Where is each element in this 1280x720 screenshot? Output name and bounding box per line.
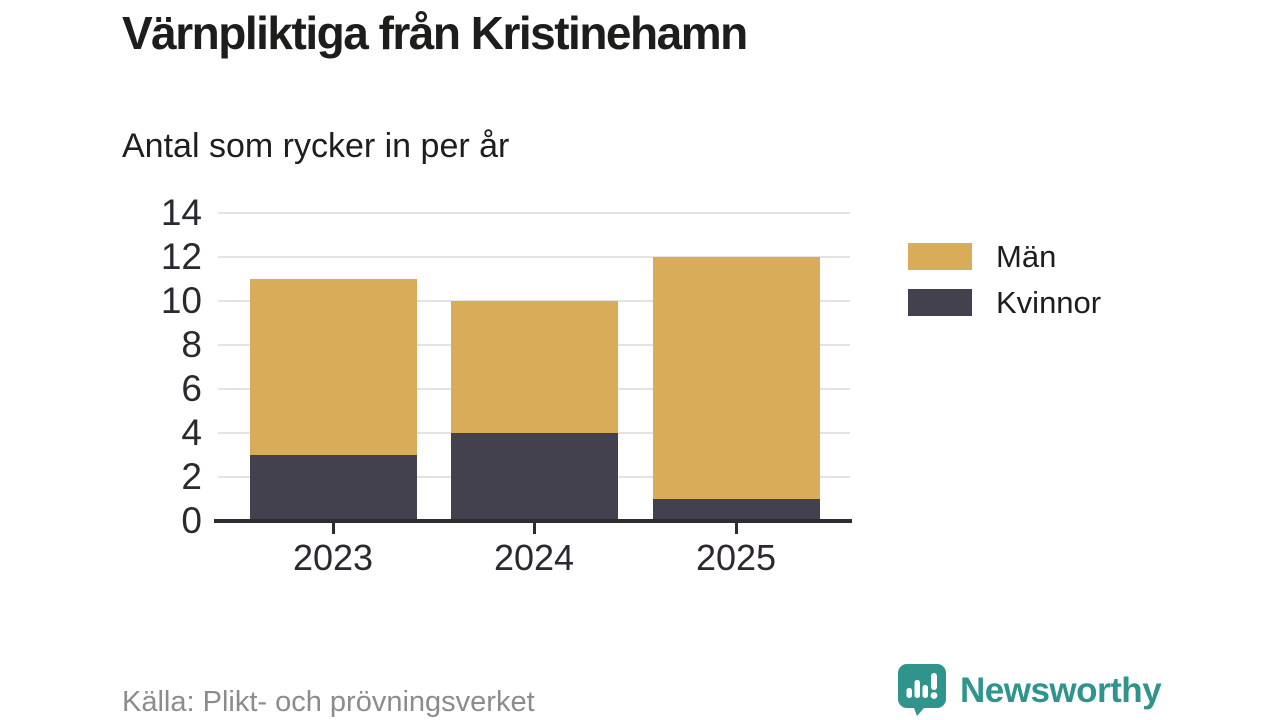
x-axis-tick (734, 523, 738, 534)
bar-segment-2025-Kvinnor (652, 499, 820, 521)
page-title: Värnpliktiga från Kristinehamn (122, 7, 748, 59)
x-axis-tick-label: 2025 (695, 537, 777, 578)
legend-item-Kvinnor: Kvinnor (908, 287, 1101, 318)
legend-swatch (908, 243, 972, 270)
bar-segment-2024-Män (450, 301, 618, 433)
y-axis-tick-label: 12 (160, 235, 202, 277)
x-axis-tick (331, 523, 335, 534)
x-axis-tick (532, 523, 536, 534)
x-axis-tick-label: 2024 (493, 537, 575, 578)
legend-swatch (908, 289, 972, 316)
bar-segment-2023-Kvinnor (249, 455, 417, 521)
x-axis-line (214, 519, 852, 523)
legend-label: Män (996, 239, 1057, 274)
brand-wordmark: Newsworthy (960, 670, 1162, 710)
bar-segment-2024-Kvinnor (450, 433, 618, 521)
y-axis-tick-label: 4 (181, 411, 202, 453)
y-axis-tick-label: 8 (181, 323, 202, 365)
bar-chart-speech-bubble-icon (898, 664, 946, 716)
gridline-y12 (218, 256, 850, 258)
gridline-y14 (218, 212, 850, 214)
bar-segment-2023-Män (249, 279, 417, 455)
y-axis-tick-label: 6 (181, 367, 202, 409)
source-note: Källa: Plikt- och prövningsverket (122, 686, 535, 718)
y-axis-tick-label: 0 (181, 499, 202, 541)
y-axis-tick-label: 10 (160, 279, 202, 321)
y-axis-tick-label: 2 (181, 455, 202, 497)
x-axis-tick-label: 2023 (292, 537, 374, 578)
y-axis-tick-label: 14 (160, 191, 202, 233)
brand-footer: Newsworthy (897, 662, 1162, 718)
legend-item-Män: Män (908, 241, 1056, 272)
legend-label: Kvinnor (996, 285, 1102, 320)
bar-segment-2025-Män (652, 257, 820, 499)
chart-subtitle: Antal som rycker in per år (122, 127, 510, 165)
